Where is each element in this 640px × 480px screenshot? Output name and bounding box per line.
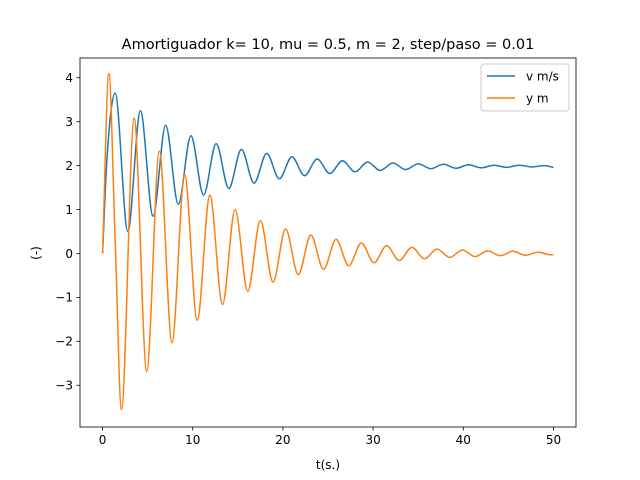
- series-line-y: [101, 72, 554, 411]
- y-tick-label: −1: [55, 291, 73, 305]
- x-tick-label: 20: [275, 433, 290, 447]
- x-tick-label: 50: [546, 433, 561, 447]
- x-tick-label: 10: [185, 433, 200, 447]
- x-tick-label: 30: [365, 433, 380, 447]
- legend-label-y: y m: [526, 92, 549, 106]
- legend-label-v: v m/s: [526, 70, 559, 84]
- y-tick-label: 4: [65, 71, 73, 85]
- plot-area: [79, 57, 577, 428]
- legend: v m/s y m: [480, 63, 570, 112]
- x-tick-label: 0: [99, 433, 107, 447]
- chart-title: Amortiguador k= 10, mu = 0.5, m = 2, ste…: [122, 37, 535, 53]
- y-tick-label: −2: [55, 335, 73, 349]
- x-axis-ticks: 0 10 20 30 40 50: [99, 427, 561, 447]
- y-tick-label: −3: [55, 379, 73, 393]
- x-tick-label: 40: [456, 433, 471, 447]
- y-tick-label: 1: [65, 203, 73, 217]
- series-layer: [101, 72, 554, 411]
- y-axis-label: (-): [29, 246, 43, 260]
- y-tick-label: 2: [65, 159, 73, 173]
- y-axis-ticks: −3 −2 −1 0 1 2 3 4: [55, 71, 80, 393]
- y-tick-label: 0: [65, 247, 73, 261]
- series-line-v: [101, 92, 554, 254]
- x-axis-label: t(s.): [316, 458, 340, 472]
- axes-frame: [79, 57, 577, 428]
- y-tick-label: 3: [65, 115, 73, 129]
